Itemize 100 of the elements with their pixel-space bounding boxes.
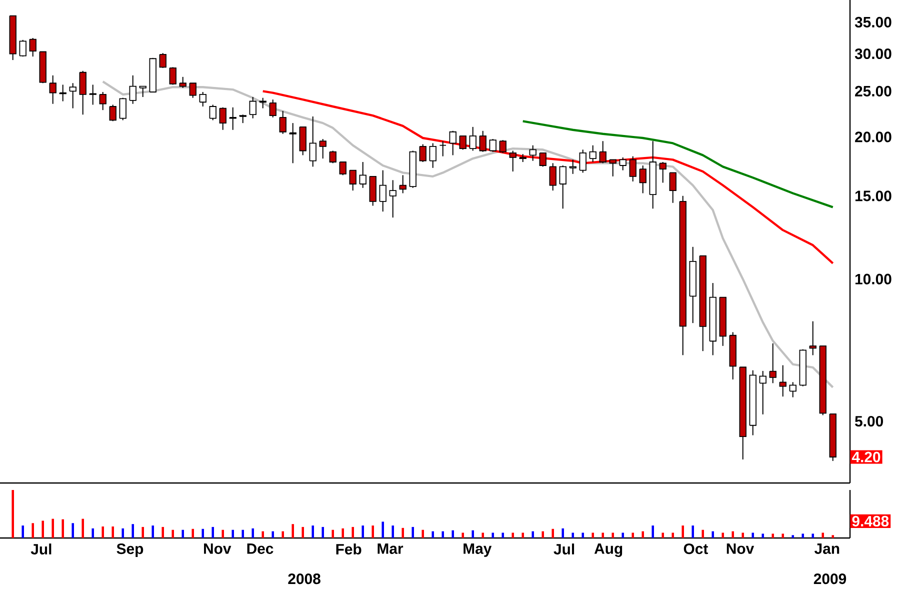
candlestick [389,180,396,218]
bar [492,532,494,538]
candlestick [579,149,586,174]
candlestick [659,162,666,184]
bar [672,532,674,538]
bar [332,530,334,538]
bar [432,531,434,538]
x2-tick-label: 2008 [288,574,320,584]
candlestick [419,144,426,163]
bar [22,526,24,538]
candlestick [159,52,166,68]
bar [832,535,834,538]
x-tick-label: Jul [554,544,574,554]
candlestick [379,170,386,212]
bar [532,531,534,538]
bar [752,532,754,538]
bar [772,534,774,538]
y-tick-label: 5.00 [854,416,883,427]
candlestick [489,138,496,152]
bar [442,531,444,538]
bar [342,528,344,538]
candlestick [49,74,56,104]
candlestick [499,140,506,154]
line-series [522,120,834,208]
bar [82,518,84,538]
bar [222,530,224,538]
candlestick [179,76,186,88]
candlestick [339,162,346,176]
candlestick [429,142,436,168]
bar [792,535,794,538]
bar [462,532,464,538]
x-tick-label: Nov [204,544,232,554]
candlestick [439,140,446,157]
x-tick-label: Dec [247,544,274,554]
bar [552,528,554,538]
bar [12,490,14,538]
candlestick [549,162,556,192]
bar [582,532,584,538]
bar [642,531,644,538]
bar [632,532,634,538]
candlestick [269,99,276,118]
x-tick-label: Nov [726,544,754,554]
bar [92,528,94,538]
y-tick-label: 30.00 [854,48,892,60]
candlestick [169,66,176,86]
candlestick [619,156,626,171]
bar [782,534,784,538]
candlestick [399,174,406,194]
text: 4.20 [852,452,880,462]
candlestick [479,130,486,152]
bar [322,526,324,538]
bar [402,528,404,538]
bar [32,523,34,538]
bar [662,532,664,538]
y-tick-label: 15.00 [855,190,892,202]
candlestick [319,138,326,160]
candlestick [109,104,116,122]
bar [692,526,694,538]
candlestick [279,110,286,134]
bar [742,532,744,538]
bar [142,526,144,538]
text: 9.488 [852,516,889,526]
bar [262,531,264,538]
candlestick [349,170,356,192]
x-tick-label: Feb [336,544,362,554]
bar [472,530,474,538]
bar [722,532,724,538]
x-tick-label: Aug [594,544,622,557]
x-tick-label: Sep [116,544,144,558]
bar [712,531,714,538]
candlestick [139,86,146,98]
bar [372,526,374,538]
candlestick [589,144,596,163]
bar [522,532,524,538]
bar [622,532,624,538]
bar [732,531,734,538]
bar [682,526,684,538]
candlestick [99,91,106,111]
bar [312,526,314,538]
bar [72,523,74,538]
bar [42,520,44,538]
x-tick-label: Mar [378,544,404,554]
bar [122,528,124,538]
bar [242,530,244,538]
bar [572,532,574,538]
bar [762,534,764,538]
x-tick-label: Oct [684,544,708,554]
candlestick [509,150,516,172]
candlestick [249,96,256,119]
candlestick [569,159,576,174]
bar [202,528,204,538]
bar [132,524,134,538]
bar [362,526,364,538]
bar [192,528,194,538]
bar [592,532,594,538]
bar [542,531,544,538]
bar [252,528,254,538]
candlestick [769,342,776,384]
candlestick [29,38,36,58]
bar [412,526,414,538]
